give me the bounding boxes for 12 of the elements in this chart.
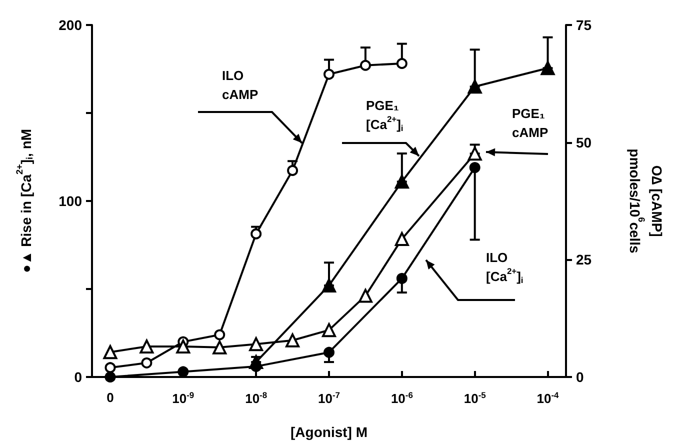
y-tick-label: 200 [58,17,82,33]
y2-tick-label: 0 [576,369,584,385]
annotation: ILO cAMP [222,68,258,102]
y2-tick-label: 75 [576,17,592,33]
y-tick-label: 100 [58,193,82,209]
annotation: PGE₁ cAMP [512,106,548,140]
x-tick-label: 0 [106,390,114,405]
y-tick-label: 0 [74,369,82,385]
x-axis-title: [Agonist] M [290,424,368,440]
y2-tick-label: 50 [576,134,592,150]
y-axis-title: ●▲ Rise in [Ca2+]i, nM [14,128,34,274]
y2-tick-label: 25 [576,252,592,268]
